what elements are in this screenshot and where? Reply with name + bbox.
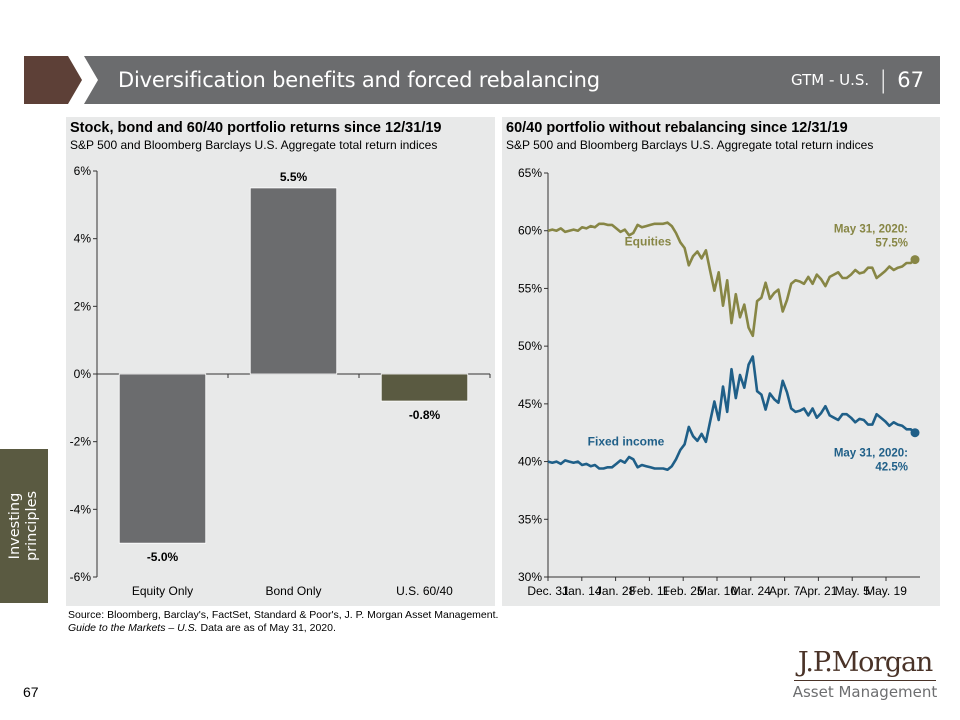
y-tick-label: -6% xyxy=(70,570,92,584)
fixed-income-end-value-label: 42.5% xyxy=(875,462,908,474)
data-label: 5.5% xyxy=(280,170,308,184)
data-label: -5.0% xyxy=(147,550,179,564)
y-tick-label: 2% xyxy=(74,299,92,313)
equities-series-label: Equities xyxy=(625,235,672,249)
fixed-income-end-marker xyxy=(910,428,920,438)
data-label: -0.8% xyxy=(409,408,441,422)
x-tick-label: May. 19 xyxy=(865,584,907,598)
logo-wordmark: J.P.Morgan xyxy=(797,647,933,678)
y-tick-label: 40% xyxy=(518,455,542,469)
source-note: Source: Bloomberg, Barclay's, FactSet, S… xyxy=(68,609,498,635)
footer-page-number: 67 xyxy=(23,684,39,700)
y-tick-label: -4% xyxy=(70,502,92,516)
section-tab-line2: principles xyxy=(24,490,40,562)
fixed-income-end-date-label: May 31, 2020: xyxy=(834,448,908,460)
guide-line: Guide to the Markets – U.S. Data are as … xyxy=(68,622,498,635)
y-tick-label: 35% xyxy=(518,512,542,526)
x-tick-label: Equity Only xyxy=(132,584,193,598)
x-tick-label: Dec. 31 xyxy=(527,584,569,598)
y-tick-label: 0% xyxy=(74,367,92,381)
y-tick-label: 45% xyxy=(518,397,542,411)
jpmorgan-logo: J.P.Morgan Asset Management xyxy=(790,647,940,702)
guide-title: Guide to the Markets – U.S. xyxy=(68,622,198,634)
line-chart-panel: 60/40 portfolio without rebalancing sinc… xyxy=(502,117,940,606)
guide-date: Data are as of May 31, 2020. xyxy=(197,622,336,634)
line-chart-subtitle: S&P 500 and Bloomberg Barclays U.S. Aggr… xyxy=(506,138,874,152)
bar-chart-panel: Stock, bond and 60/40 portfolio returns … xyxy=(66,117,495,606)
section-tab: Investing principles xyxy=(0,449,48,603)
y-tick-label: 50% xyxy=(518,339,542,353)
y-tick-label: 4% xyxy=(74,232,92,246)
y-tick-label: -2% xyxy=(70,435,92,449)
equities-end-date-label: May 31, 2020: xyxy=(834,224,908,236)
x-tick-label: May. 5 xyxy=(835,584,870,598)
header-chevron-brown xyxy=(24,56,82,104)
fixed-income-line xyxy=(547,355,916,472)
page-title: Diversification benefits and forced reba… xyxy=(118,68,600,92)
bar-bond-only xyxy=(249,187,338,375)
equities-end-marker xyxy=(910,255,920,265)
header-separator: | xyxy=(879,66,888,94)
x-tick-label: Apr. 21 xyxy=(799,584,837,598)
section-tab-line1: Investing xyxy=(7,492,23,560)
y-tick-label: 55% xyxy=(518,281,542,295)
y-tick-label: 6% xyxy=(74,164,92,178)
line-chart-title: 60/40 portfolio without rebalancing sinc… xyxy=(506,120,848,136)
y-tick-label: 30% xyxy=(518,570,542,584)
bar-chart-subtitle: S&P 500 and Bloomberg Barclays U.S. Aggr… xyxy=(70,138,438,152)
fixed-income-series-label: Fixed income xyxy=(588,434,665,448)
equities-end-value-label: 57.5% xyxy=(875,238,908,250)
x-tick-label: Jan. 28 xyxy=(596,584,636,598)
equities-line xyxy=(547,221,916,338)
header-bar xyxy=(84,56,940,104)
bar-u-s-60-40 xyxy=(380,373,469,402)
header-page-number: 67 xyxy=(897,68,924,92)
source-line: Source: Bloomberg, Barclay's, FactSet, S… xyxy=(68,609,499,621)
series-label: GTM - U.S. xyxy=(790,71,870,89)
x-tick-label: Apr. 7 xyxy=(769,584,801,598)
logo-subtitle: Asset Management xyxy=(792,683,938,701)
x-tick-label: Feb. 11 xyxy=(629,584,669,598)
logo-rule xyxy=(794,680,936,681)
x-tick-label: Bond Only xyxy=(265,584,321,598)
y-tick-label: 65% xyxy=(518,166,542,180)
x-tick-label: U.S. 60/40 xyxy=(396,584,453,598)
x-tick-label: Mar. 24 xyxy=(731,584,771,598)
y-tick-label: 60% xyxy=(518,224,542,238)
x-tick-label: Feb. 25 xyxy=(663,584,704,598)
x-tick-label: Mar. 10 xyxy=(697,584,737,598)
bar-equity-only xyxy=(118,373,207,544)
section-tab-label: Investing principles xyxy=(7,491,41,561)
bar-chart: 6% 4% 2% 0% -2% -4% -6% -5.0% Equity Only 5.5% Bon… xyxy=(70,164,491,598)
bar-chart-title: Stock, bond and 60/40 portfolio returns … xyxy=(70,120,442,136)
x-tick-label: Jan. 14 xyxy=(562,584,602,598)
header-meta: GTM - U.S. | 67 xyxy=(791,62,924,98)
